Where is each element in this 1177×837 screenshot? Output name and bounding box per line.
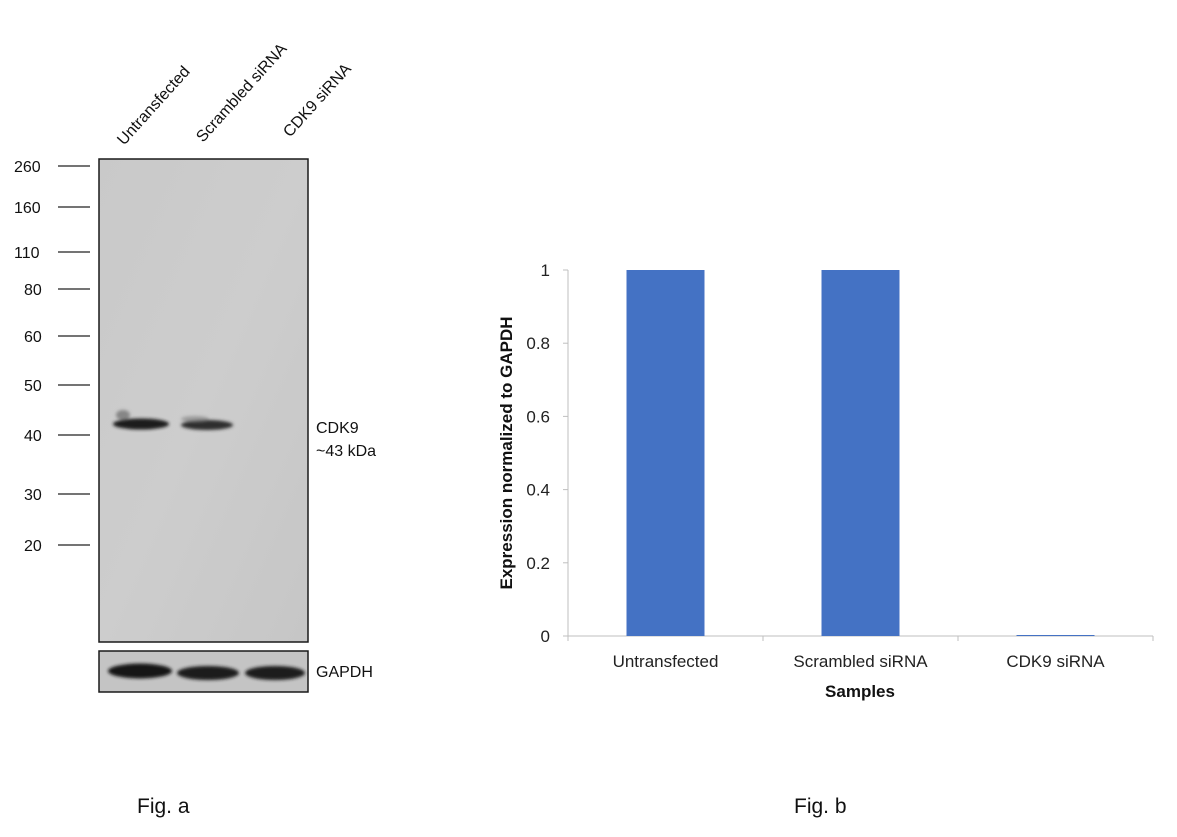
- western-blot-panel: Untransfected Scrambled siRNA CDK9 siRNA…: [14, 40, 376, 693]
- gapdh-label: GAPDH: [316, 664, 373, 681]
- mw-marker-110: 110: [14, 245, 40, 262]
- x-tick-label: CDK9 siRNA: [1006, 652, 1105, 671]
- mw-marker-ladder: 260 160 110 80 60 50 40 30 20: [14, 159, 90, 555]
- lane-label-scrambled-sirna: Scrambled siRNA: [193, 40, 290, 145]
- mw-marker-60: 60: [24, 329, 42, 346]
- y-tick-label: 0.4: [526, 481, 550, 500]
- mw-marker-160: 160: [14, 200, 41, 217]
- cdk9-bands: [113, 410, 233, 430]
- y-axis-ticks: 0 0.2 0.4 0.6 0.8 1: [526, 261, 568, 646]
- mw-marker-20: 20: [24, 538, 42, 555]
- bar-chart-panel: 0 0.2 0.4 0.6 0.8 1 Untransfected Scrambled si…: [497, 261, 1154, 701]
- cdk9-band-untransfected-smear: [116, 410, 130, 420]
- mw-marker-40: 40: [24, 428, 42, 445]
- x-tick-label: Scrambled siRNA: [793, 652, 928, 671]
- y-tick-label: 0.6: [526, 407, 550, 426]
- y-tick-label: 0.2: [526, 554, 550, 573]
- y-tick-label: 0.8: [526, 334, 550, 353]
- mw-marker-260: 260: [14, 159, 41, 176]
- x-tick-labels: Untransfected Scrambled siRNA CDK9 siRNA: [613, 652, 1106, 671]
- bar-series: [626, 270, 1095, 636]
- gapdh-band-scrambled: [177, 666, 239, 680]
- gapdh-band-untransfected: [108, 663, 172, 679]
- figure-caption-a: Fig. a: [137, 795, 190, 818]
- mw-marker-80: 80: [24, 282, 42, 299]
- band-size-label: ~43 kDa: [316, 443, 376, 460]
- y-tick-label: 0: [541, 627, 550, 646]
- cdk9-band-scrambled-smear: [181, 416, 209, 422]
- x-tick-label: Untransfected: [613, 652, 719, 671]
- gapdh-band-cdk9-sirna: [245, 666, 305, 680]
- lane-label-cdk9-sirna: CDK9 siRNA: [280, 60, 355, 140]
- mw-marker-50: 50: [24, 378, 42, 395]
- cdk9-band-scrambled: [181, 420, 233, 430]
- figure-caption-b: Fig. b: [794, 795, 847, 818]
- y-tick-label: 1: [541, 261, 550, 280]
- mw-marker-30: 30: [24, 487, 42, 504]
- gapdh-bands: [108, 663, 305, 680]
- bar-untransfected: [626, 270, 705, 636]
- lane-label-untransfected: Untransfected: [114, 63, 193, 148]
- y-axis-title: Expression normalized to GAPDH: [497, 317, 516, 590]
- cdk9-band-untransfected: [113, 418, 169, 430]
- bar-scrambled-sirna: [821, 270, 900, 636]
- x-axis-title: Samples: [825, 682, 895, 701]
- band-label-cdk9: CDK9: [316, 420, 359, 437]
- blot-membrane: [98, 158, 309, 643]
- x-axis-ticks: [567, 636, 1154, 641]
- bar-cdk9-sirna: [1016, 635, 1095, 636]
